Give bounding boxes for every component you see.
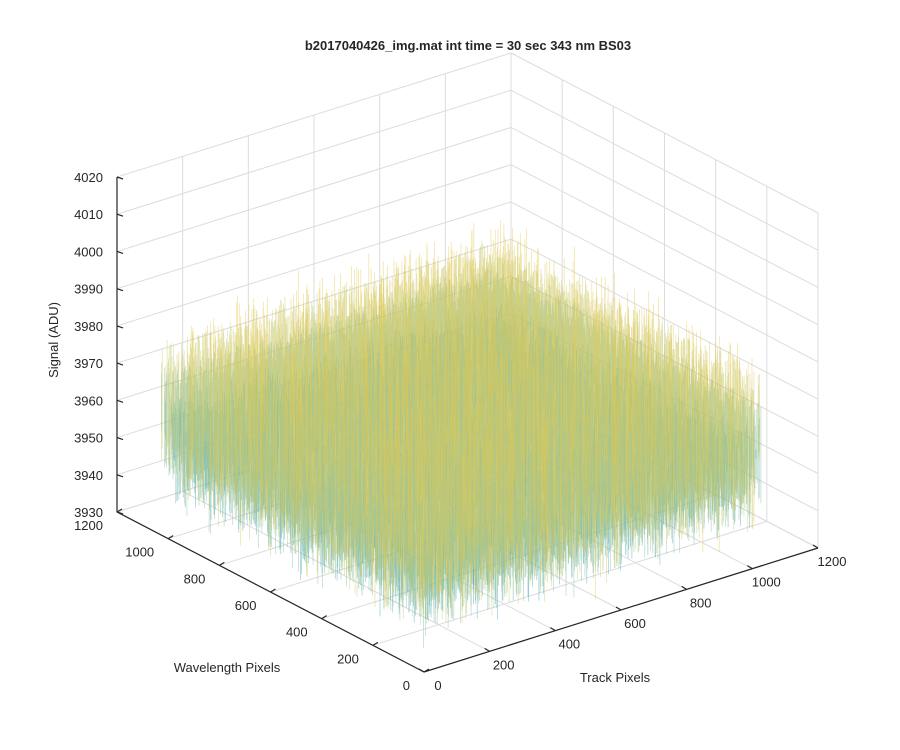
y-tick: [116, 508, 123, 513]
z-tick-label: 3980: [74, 319, 103, 334]
x-tick: [550, 627, 556, 632]
y-tick-label: 200: [337, 651, 359, 666]
z-tick-label: 3970: [74, 356, 103, 371]
back-wall-grid-z: [116, 201, 512, 327]
z-tick: [116, 288, 124, 292]
z-tick-label: 3960: [74, 393, 103, 408]
y-tick: [270, 588, 276, 593]
y-tick-label: 1200: [74, 518, 103, 533]
x-tick: [615, 606, 622, 611]
y-tick: [219, 561, 225, 566]
x-tick-label: 400: [558, 637, 580, 652]
tick-labels: 0 200 400 600 800 1000 1200 0 200 400 600 800 1000 12…: [74, 170, 846, 693]
side-wall-grid-z: [510, 52, 819, 214]
z-tick: [116, 474, 124, 478]
x-tick-label: 1000: [752, 575, 781, 590]
y-tick: [423, 668, 430, 673]
x-tick-label: 600: [624, 616, 646, 631]
back-wall-grid-z: [116, 164, 512, 290]
y-tick-label: 0: [403, 678, 410, 693]
y-tick-label: 800: [184, 571, 206, 586]
z-tick: [116, 176, 124, 180]
surface-band: [190, 220, 753, 624]
z-tick: [116, 511, 124, 515]
axes-layer: [116, 176, 819, 673]
z-tick: [116, 213, 124, 217]
y-tick-label: 600: [235, 598, 257, 613]
z-axis-label: Signal (ADU): [46, 302, 61, 378]
side-wall-grid-z: [510, 238, 819, 400]
y-tick: [167, 535, 174, 540]
side-wall-grid-z: [510, 164, 819, 326]
side-wall-grid-z: [510, 127, 819, 288]
z-tick: [116, 250, 124, 255]
y-tick: [372, 641, 379, 646]
z-tick-label: 4020: [74, 170, 103, 185]
side-wall-grid-z: [510, 201, 819, 363]
side-wall-grid-z: [510, 89, 819, 251]
z-tick-label: 4010: [74, 207, 103, 222]
x-tick-label: 0: [434, 678, 441, 693]
x-tick: [681, 585, 687, 590]
z-tick: [116, 325, 124, 329]
x-tick-label: 1200: [818, 554, 847, 569]
chart-title: b2017040426_img.mat int time = 30 sec 34…: [305, 38, 631, 53]
y-tick-label: 400: [286, 625, 308, 640]
floor-grid-line-y: [372, 520, 767, 646]
y-tick: [321, 615, 327, 620]
x-tick: [747, 565, 753, 570]
z-tick-label: 3990: [74, 282, 103, 297]
z-tick: [116, 399, 124, 403]
z-tick-label: 3930: [74, 505, 103, 520]
x-tick-label: 800: [690, 595, 712, 610]
surface-plot: [161, 220, 762, 648]
x-tick: [484, 647, 490, 652]
z-tick: [116, 362, 124, 366]
z-tick-label: 4000: [74, 244, 103, 259]
x-tick: [418, 668, 425, 673]
z-tick-label: 3940: [74, 468, 103, 483]
x-tick: [812, 544, 819, 549]
z-tick: [116, 436, 124, 441]
back-wall-grid-z: [116, 126, 512, 252]
y-tick-label: 1000: [125, 545, 154, 560]
y-axis-label: Wavelength Pixels: [174, 660, 281, 675]
back-wall-grid-z: [116, 89, 512, 215]
back-wall-grid-z: [116, 52, 512, 178]
x-axis-label: Track Pixels: [580, 670, 651, 685]
z-tick-label: 3950: [74, 431, 103, 446]
x-tick-label: 200: [493, 657, 515, 672]
